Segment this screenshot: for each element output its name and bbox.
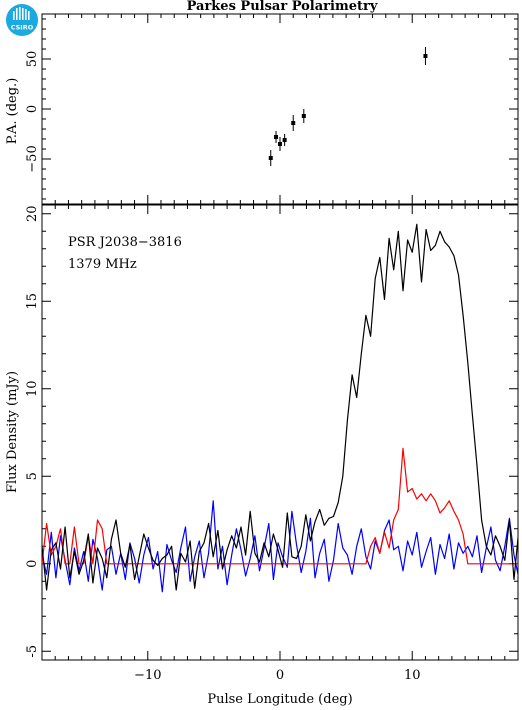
pa-data-point [291,115,296,131]
pa-y-tick-label: 0 [25,105,40,113]
series-linear-line [42,447,518,565]
flux-y-tick-label: -5 [25,645,40,658]
pa-data-point [301,109,306,123]
flux-x-tick-label: 0 [276,668,284,683]
pa-data-point [274,131,279,143]
series-circular-line [42,500,518,593]
flux-ticks: -5 0 5 10 15 20 −10 0 10 [25,205,519,683]
flux-x-tick-label: −10 [134,668,161,683]
pa-data-point [282,134,287,146]
pa-marker [423,54,428,58]
observing-frequency: 1379 MHz [68,257,137,272]
pa-marker [282,138,287,142]
pa-data-point [278,137,282,151]
flux-y-tick-label: 10 [25,380,40,397]
flux-y-tick-label: 0 [25,560,40,568]
pa-marker [278,142,282,146]
flux-y-tick-label: 20 [25,205,40,222]
flux-frame [41,204,519,661]
flux-x-tick-label: 10 [404,668,421,683]
flux-series [42,223,518,593]
flux-panel: -5 0 5 10 15 20 −10 0 10 PSR J2038−3816 1379 MHz… [5,204,519,707]
pa-data-point [268,150,273,166]
pa-marker [301,114,306,118]
pa-points [268,47,428,166]
pa-y-axis-label: P.A. (deg.) [5,78,20,145]
csiro-logo-text: CSIRO [11,24,34,32]
pa-panel: −50 0 50 P.A. (deg.) [5,13,519,205]
csiro-logo-bars [13,7,30,20]
pa-data-point [423,47,428,65]
flux-y-tick-label: 5 [25,472,40,480]
pa-y-tick-label: 50 [25,51,40,68]
pa-frame [41,13,519,205]
flux-y-tick-label: 15 [25,293,40,310]
pa-marker [291,121,296,125]
flux-x-axis-label: Pulse Longitude (deg) [207,692,352,707]
figure-title: Parkes Pulsar Polarimetry [187,0,378,14]
csiro-logo: CSIRO [6,4,38,36]
pulsar-name: PSR J2038−3816 [68,235,182,250]
pa-marker [274,135,279,139]
flux-y-axis-label: Flux Density (mJy) [5,371,20,493]
pa-ticks: −50 0 50 [25,14,519,204]
pa-marker [268,156,273,160]
series-total-line [42,223,518,591]
pa-y-tick-label: −50 [25,145,40,172]
